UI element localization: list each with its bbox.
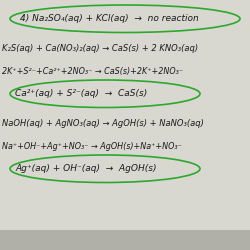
Text: NaOH(aq) + AgNO₃(aq) → AgOH(s) + NaNO₃(aq): NaOH(aq) + AgNO₃(aq) → AgOH(s) + NaNO₃(a… xyxy=(2,119,204,128)
Text: Na⁺+OH⁻+Ag⁺+NO₃⁻ → AgOH(s)+Na⁺+NO₃⁻: Na⁺+OH⁻+Ag⁺+NO₃⁻ → AgOH(s)+Na⁺+NO₃⁻ xyxy=(2,142,182,151)
Bar xyxy=(0,230,250,250)
Text: K₂S(aq) + Ca(NO₃)₂(aq) → CaS(s) + 2 KNO₃(aq): K₂S(aq) + Ca(NO₃)₂(aq) → CaS(s) + 2 KNO₃… xyxy=(2,44,198,53)
Text: Ca²⁺(aq) + S²⁻(aq)  →  CaS(s): Ca²⁺(aq) + S²⁻(aq) → CaS(s) xyxy=(15,89,147,98)
Bar xyxy=(0,0,250,10)
Text: 4) Na₂SO₄(aq) + KCl(aq)  →  no reaction: 4) Na₂SO₄(aq) + KCl(aq) → no reaction xyxy=(20,14,199,23)
Text: 2K⁺+S²⁻+Ca²⁺+2NO₃⁻ → CaS(s)+2K⁺+2NO₃⁻: 2K⁺+S²⁻+Ca²⁺+2NO₃⁻ → CaS(s)+2K⁺+2NO₃⁻ xyxy=(2,67,184,76)
Text: Ag⁺(aq) + OH⁻(aq)  →  AgOH(s): Ag⁺(aq) + OH⁻(aq) → AgOH(s) xyxy=(15,164,157,173)
